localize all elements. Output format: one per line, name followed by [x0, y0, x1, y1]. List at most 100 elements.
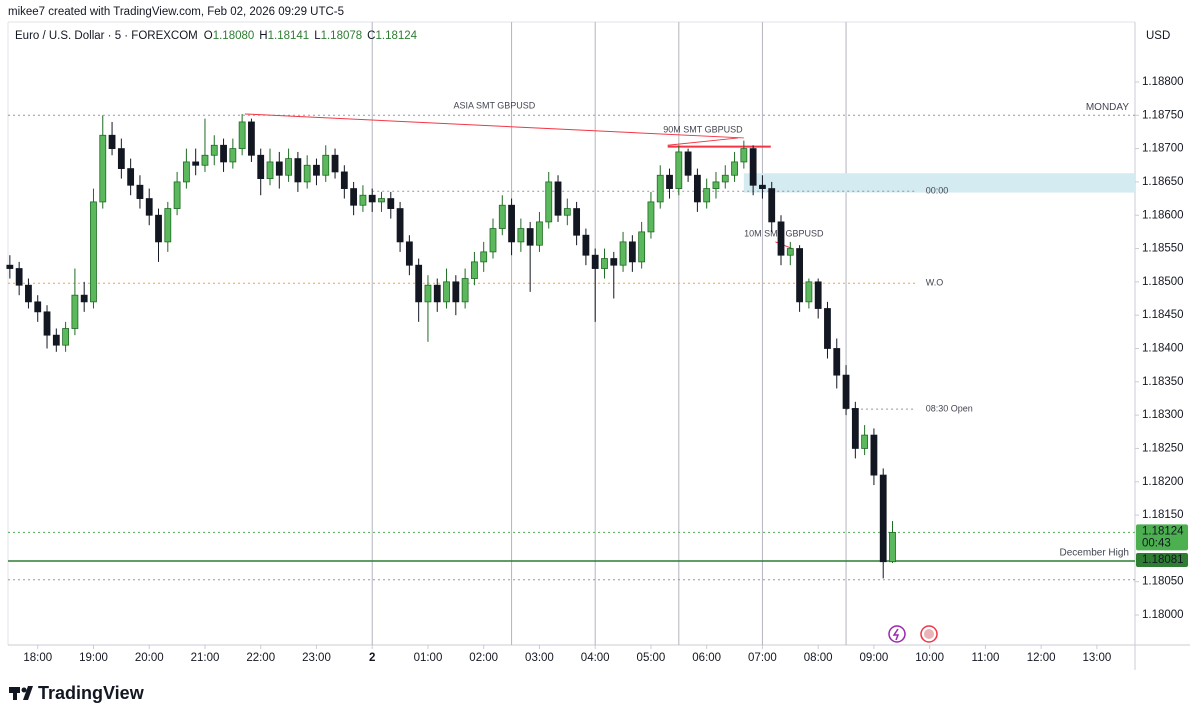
- candle-body: [52, 334, 60, 346]
- price-tag-label: 1.18081: [1142, 554, 1184, 566]
- candle-body: [601, 258, 608, 269]
- candle-body: [15, 268, 23, 286]
- candle-body: [108, 134, 116, 149]
- candle-body: [359, 194, 367, 206]
- candle-body: [591, 254, 599, 269]
- candle-body: [452, 281, 460, 303]
- x-tick-label: 10:00: [915, 652, 944, 664]
- y-tick-label: 1.18250: [1142, 442, 1184, 454]
- candle-body: [666, 174, 673, 189]
- candle-body: [461, 278, 469, 303]
- x-tick-label: 03:00: [525, 652, 554, 664]
- price-tag-sub: 00:43: [1142, 537, 1171, 549]
- candle-body: [647, 201, 655, 233]
- candle-body: [777, 221, 785, 256]
- candle-body: [294, 158, 302, 183]
- candle-body: [201, 154, 209, 166]
- candle-body: [340, 171, 348, 189]
- candle-body: [136, 184, 144, 199]
- y-tick-label: 1.18050: [1142, 576, 1184, 588]
- icon-events[interactable]: [888, 625, 906, 643]
- candle-body: [155, 214, 162, 243]
- candle-body: [889, 531, 896, 563]
- legend-value: 1.18141: [268, 30, 310, 42]
- candle-body: [387, 198, 395, 209]
- candle-body: [833, 348, 841, 376]
- currency: USD: [1146, 30, 1170, 42]
- y-tick-label: 1.18000: [1142, 609, 1184, 621]
- candle-body: [870, 434, 878, 476]
- candle-body: [173, 181, 181, 209]
- x-tick-label: 12:00: [1027, 652, 1056, 664]
- legend-key: L: [314, 30, 321, 42]
- candle-body: [508, 204, 515, 243]
- y-tick-label: 1.18450: [1142, 309, 1184, 321]
- level-label: MONDAY: [1086, 102, 1129, 113]
- x-tick-label: 05:00: [637, 652, 666, 664]
- candle-body: [99, 134, 107, 203]
- candle-body: [257, 154, 265, 179]
- candle-body: [43, 311, 51, 336]
- icon-flag: [924, 629, 934, 639]
- x-tick-label: 18:00: [23, 652, 52, 664]
- x-tick-label: 21:00: [191, 652, 220, 664]
- annotation-label: ASIA SMT GBPUSD: [453, 100, 535, 110]
- candle-body: [768, 188, 776, 223]
- brand: TradingView: [38, 683, 145, 703]
- candle-body: [117, 148, 125, 169]
- candle-body: [480, 251, 488, 263]
- candle-body: [619, 241, 627, 266]
- zone: [743, 173, 1135, 193]
- y-tick-label: 1.18350: [1142, 376, 1184, 388]
- x-tick-label: 07:00: [748, 652, 777, 664]
- x-tick-label: 23:00: [302, 652, 331, 664]
- candle-body: [127, 168, 135, 186]
- x-tick-label: 20:00: [135, 652, 164, 664]
- icon-economic[interactable]: [920, 625, 938, 643]
- candle-body: [712, 181, 720, 189]
- x-tick-label: 19:00: [79, 652, 108, 664]
- candle-body: [6, 264, 14, 269]
- price-tag-label: 1.18124: [1142, 525, 1184, 537]
- candle-body: [563, 208, 571, 216]
- candle-body: [703, 188, 711, 203]
- y-tick-label: 1.18750: [1142, 109, 1184, 121]
- logo-part: [23, 686, 33, 700]
- candle-body: [842, 374, 850, 409]
- candle-body: [90, 201, 97, 303]
- legend-key: H: [259, 30, 267, 42]
- x-tick-label: 11:00: [971, 652, 999, 664]
- candle-body: [443, 281, 450, 303]
- y-tick-label: 1.18550: [1142, 243, 1184, 255]
- candle-body: [814, 281, 822, 309]
- candle-body: [721, 174, 729, 183]
- annotation-label: 90M SMT GBPUSD: [663, 124, 743, 134]
- legend: Euro / U.S. Dollar · 5 · FOREXCOM O1.1808…: [15, 30, 418, 42]
- candle-body: [238, 121, 246, 149]
- y-tick-label: 1.18600: [1142, 209, 1184, 221]
- candle-body: [378, 198, 385, 203]
- y-tick-label: 1.18150: [1142, 509, 1184, 521]
- legend-key: O: [204, 30, 213, 42]
- candle-body: [693, 174, 701, 203]
- candle-body: [805, 281, 813, 303]
- x-tick-label: 13:00: [1083, 652, 1112, 664]
- candle-body: [433, 284, 441, 303]
- y-tick-label: 1.18400: [1142, 343, 1184, 355]
- candle-body: [313, 164, 320, 176]
- candle-body: [415, 264, 423, 303]
- candle-body: [861, 434, 869, 449]
- candle-body: [879, 474, 887, 563]
- candle-body: [25, 284, 32, 303]
- candle-body: [145, 198, 153, 216]
- candle-body: [331, 154, 339, 173]
- candle-body: [275, 161, 283, 176]
- legend-value: 1.18124: [375, 30, 417, 42]
- candle-body: [498, 204, 506, 229]
- legend-value: 1.18078: [321, 30, 363, 42]
- candle-body: [229, 148, 237, 163]
- candle-body: [303, 164, 311, 183]
- candle-body: [638, 231, 646, 263]
- candle-body: [573, 208, 581, 236]
- header: mikee7 created with TradingView.com, Feb…: [8, 6, 344, 18]
